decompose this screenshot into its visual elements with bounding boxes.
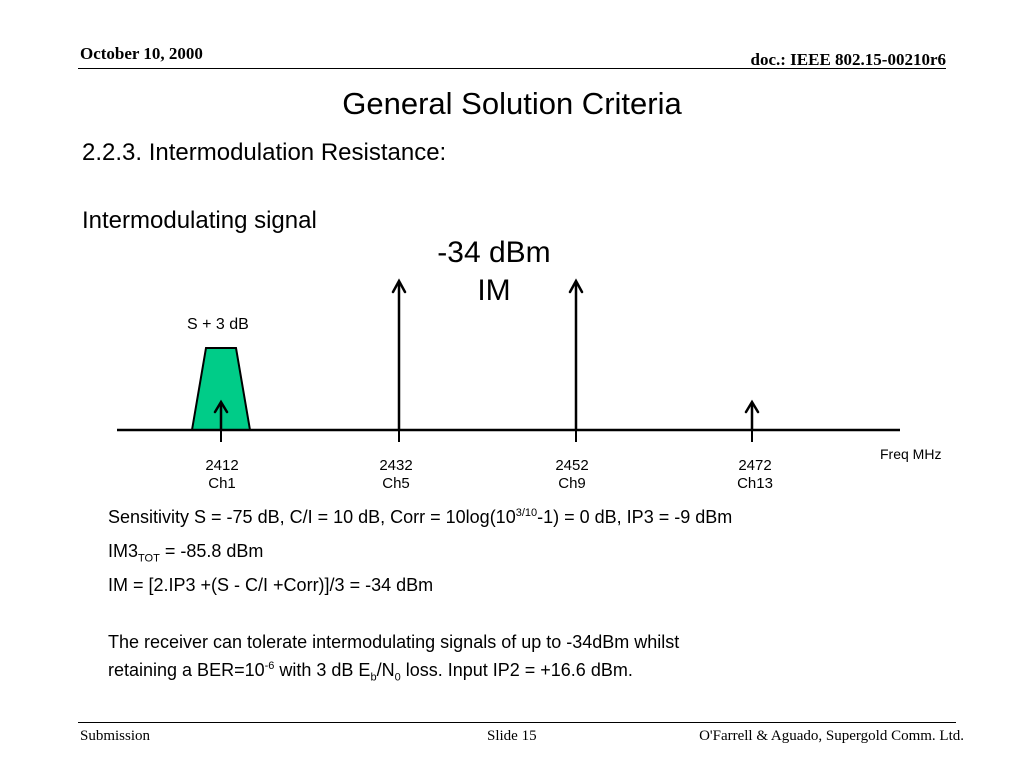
im-product-arrow-ch13: [744, 399, 760, 432]
channel-freq: 2472: [738, 457, 772, 474]
ber-text: retaining a BER=10: [108, 660, 265, 680]
channel-name: Ch9: [558, 475, 586, 492]
im3-total-line: IM3TOT = -85.8 dBm: [108, 541, 263, 565]
interferer-arrow-ch5: [391, 278, 407, 432]
sensitivity-text-b: -1) = 0 dB, IP3 = -9 dBm: [537, 507, 733, 527]
conclusion-line-1: The receiver can tolerate intermodulatin…: [108, 632, 680, 652]
footer-slide-number: Slide 15: [487, 728, 537, 744]
footer-authors: O'Farrell & Aguado, Supergold Comm. Ltd.: [699, 728, 964, 744]
ber-exponent: -6: [264, 660, 275, 672]
loss-text-b: /N: [376, 660, 395, 680]
interferer-arrow-ch9: [568, 278, 584, 432]
header-divider: [78, 68, 946, 69]
conclusion-line-2: retaining a BER=10-6 with 3 dB Eb/N0 los…: [108, 660, 633, 684]
im-level-label: -34 dBm IM: [420, 234, 568, 310]
im-level-tag: IM: [477, 274, 511, 307]
channel-freq: 2412: [205, 457, 239, 474]
channel-freq: 2452: [555, 457, 589, 474]
desired-signal-arrow: [213, 399, 229, 432]
channel-freq: 2432: [379, 457, 413, 474]
axis-unit-label: Freq MHz: [880, 446, 942, 462]
channel-label-ch9: 2452 Ch9: [532, 457, 612, 493]
n0-subscript: 0: [394, 671, 401, 684]
intermodulating-signal-label: Intermodulating signal: [82, 207, 317, 234]
channel-name: Ch5: [382, 475, 410, 492]
channel-name: Ch13: [737, 475, 773, 492]
sensitivity-exponent: 3/10: [515, 507, 538, 519]
channel-label-ch13: 2472 Ch13: [715, 457, 795, 493]
channel-label-ch1: 2412 Ch1: [182, 457, 262, 493]
loss-text-a: with 3 dB E: [274, 660, 371, 680]
im-formula-line: IM = [2.IP3 +(S - C/I +Corr)]/3 = -34 dB…: [108, 575, 434, 595]
ip2-text: loss. Input IP2 = +16.6 dBm.: [400, 660, 633, 680]
section-subtitle: 2.2.3. Intermodulation Resistance:: [82, 139, 447, 166]
im3-value: = -85.8 dBm: [159, 541, 264, 561]
footer-submission: Submission: [80, 728, 151, 744]
channel-name: Ch1: [208, 475, 236, 492]
desired-signal-label: S + 3 dB: [187, 316, 249, 333]
footer-divider: [78, 722, 956, 723]
im3-subscript: TOT: [138, 552, 160, 565]
im3-text: IM3: [108, 541, 139, 561]
header-doc-id: doc.: IEEE 802.15-00210r6: [750, 50, 947, 69]
channel-label-ch5: 2432 Ch5: [356, 457, 436, 493]
slide-title: General Solution Criteria: [342, 86, 682, 121]
sensitivity-line: Sensitivity S = -75 dB, C/I = 10 dB, Cor…: [108, 507, 732, 528]
sensitivity-text-a: Sensitivity S = -75 dB, C/I = 10 dB, Cor…: [108, 507, 516, 527]
im-level-value: -34 dBm: [437, 236, 551, 269]
eb-subscript: b: [370, 671, 377, 684]
header-date: October 10, 2000: [80, 44, 203, 63]
